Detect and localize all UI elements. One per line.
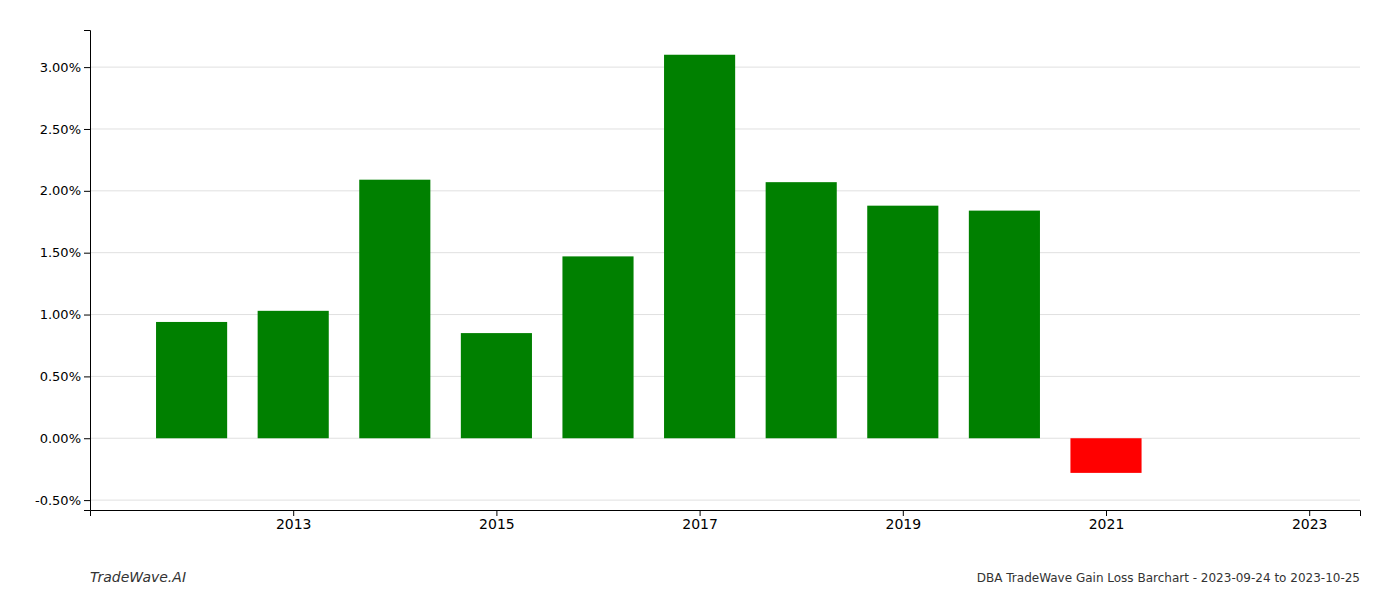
- annotations: TradeWave.AI DBA TradeWave Gain Loss Barc…: [90, 569, 1360, 585]
- y-tick-label: 1.00%: [40, 307, 81, 322]
- grid-line: [90, 500, 1360, 501]
- y-tick-mark: [84, 315, 90, 316]
- x-tick-label: 2017: [682, 516, 718, 532]
- bar: [867, 206, 938, 439]
- x-axis: 2013 2015 2017 2019 2021 2023: [91, 510, 1361, 532]
- y-tick: 3.00%: [40, 60, 90, 75]
- x-tick-label: 2019: [885, 516, 921, 532]
- y-tick: 2.00%: [40, 183, 90, 198]
- y-tick: 2.50%: [40, 122, 90, 137]
- y-tick-mark: [84, 253, 90, 254]
- y-tick: 0.00%: [40, 431, 90, 446]
- bars: [156, 55, 1142, 473]
- bar: [461, 333, 532, 438]
- footer-left: TradeWave.AI: [90, 569, 186, 585]
- bar: [156, 322, 227, 438]
- bar: [1172, 438, 1243, 439]
- bar: [562, 256, 633, 438]
- y-axis: -0.50% 0.00% 0.50% 1.00% 1.50% 2.00% 2.50% 3.00…: [35, 31, 91, 511]
- x-tick: 2019: [885, 510, 921, 532]
- y-tick-label: 2.00%: [40, 183, 81, 198]
- x-tick: 2015: [479, 510, 515, 532]
- y-tick-mark: [84, 438, 90, 439]
- bar: [359, 180, 430, 439]
- y-tick: 0.50%: [40, 369, 90, 384]
- y-tick-label: 0.50%: [40, 369, 81, 384]
- x-tick-label: 2023: [1292, 516, 1328, 532]
- bar: [664, 55, 735, 439]
- y-tick-label: 3.00%: [40, 60, 81, 75]
- y-tick: 1.50%: [40, 245, 90, 260]
- x-tick: 2017: [682, 510, 718, 532]
- footer-right: DBA TradeWave Gain Loss Barchart - 2023-…: [977, 571, 1360, 585]
- y-tick-label: 2.50%: [40, 122, 81, 137]
- y-tick-mark: [84, 67, 90, 68]
- bar: [1070, 438, 1141, 473]
- y-tick-mark: [84, 376, 90, 377]
- bar: [766, 182, 837, 438]
- x-tick-label: 2021: [1089, 516, 1125, 532]
- chart-container: 2013 2015 2017 2019 2021 2023 -0.50% 0.00% 0.50%…: [0, 0, 1400, 600]
- y-tick-mark: [84, 500, 90, 501]
- chart-svg: 2013 2015 2017 2019 2021 2023 -0.50% 0.00% 0.50%…: [0, 0, 1400, 600]
- bar: [969, 211, 1040, 439]
- x-tick: 2023: [1292, 510, 1328, 532]
- x-tick-label: 2015: [479, 516, 515, 532]
- y-axis-line: [84, 31, 91, 511]
- y-tick-mark: [84, 129, 90, 130]
- x-tick: 2021: [1089, 510, 1125, 532]
- x-tick: 2013: [276, 510, 312, 532]
- y-tick-label: 0.00%: [40, 431, 81, 446]
- y-tick-label: 1.50%: [40, 245, 81, 260]
- y-tick: -0.50%: [35, 493, 90, 508]
- bar: [258, 311, 329, 438]
- y-tick-mark: [84, 191, 90, 192]
- x-tick-label: 2013: [276, 516, 312, 532]
- y-tick: 1.00%: [40, 307, 90, 322]
- y-tick-label: -0.50%: [35, 493, 81, 508]
